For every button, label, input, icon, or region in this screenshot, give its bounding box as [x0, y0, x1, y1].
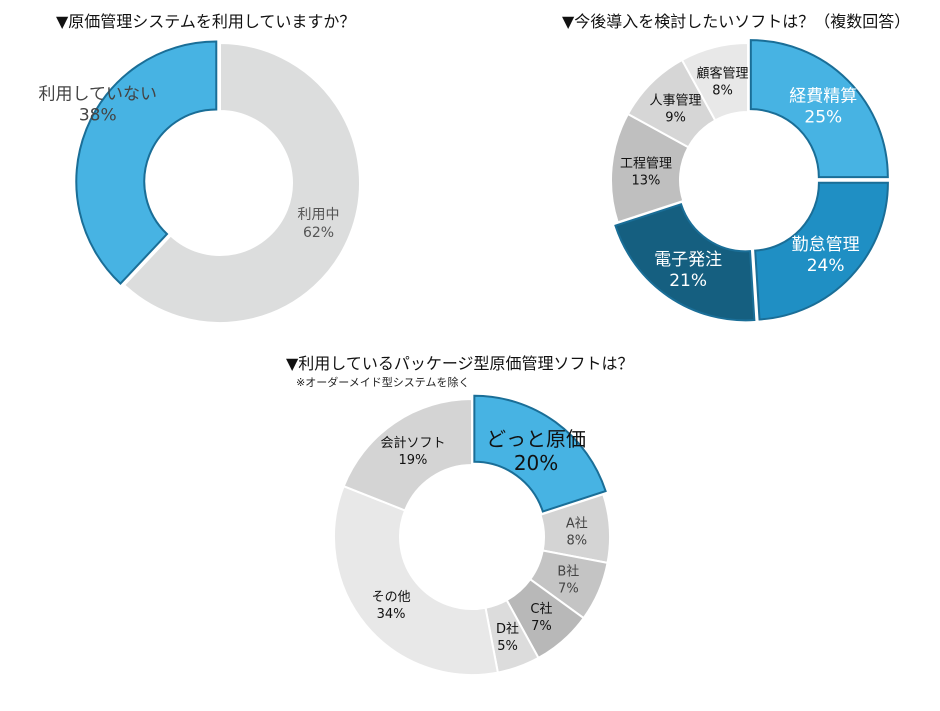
chart2-slice-0 [749, 39, 889, 179]
chart3-slice-2-value: 7% [558, 582, 579, 597]
chart1-slice-0-label: 利用中 [298, 207, 340, 223]
chart2-slice-1 [754, 181, 889, 321]
chart2-slice-1-label: 勤怠管理 [792, 235, 860, 255]
chart3-slice-3-value: 7% [531, 619, 552, 634]
chart2-slice-5-label: 顧客管理 [697, 66, 749, 82]
chart3-slice-0-value: 20% [514, 451, 558, 475]
chart2-slice-2-label: 電子発注 [654, 250, 722, 270]
chart2-slice-2-value: 21% [669, 271, 707, 291]
chart3-slice-6-label: 会計ソフト [380, 435, 445, 451]
chart3-slice-1-label: A社 [566, 515, 588, 531]
chart3-slice-3-label: C社 [530, 601, 552, 617]
chart1-slice-0 [122, 41, 361, 324]
chart1-slice-1-label: 利用していない [38, 85, 157, 105]
chart3-slice-1-value: 8% [566, 533, 587, 548]
chart2-slice-3-value: 13% [632, 173, 661, 188]
chart2-slice-0-label: 経費精算 [789, 87, 857, 107]
chart1-slice-0-value: 62% [303, 225, 334, 241]
chart1-slice-1-value: 38% [79, 106, 117, 126]
chart3-slice-6-value: 19% [399, 453, 428, 468]
chart2-slice-5-value: 8% [712, 84, 733, 99]
chart3-slice-0-label: どっと原価 [486, 427, 586, 451]
chart3-title: ▼利用しているパッケージ型原価管理ソフトは？ [286, 354, 634, 373]
chart3-slice-2-label: B社 [557, 564, 579, 580]
chart2-slice-1-value: 24% [807, 256, 845, 276]
chart2-title: ▼今後導入を検討したいソフトは？（複数回答） [562, 12, 911, 31]
chart3-slice-0 [473, 394, 607, 513]
chart2-slice-3-label: 工程管理 [620, 156, 672, 171]
chart2-slice-4-value: 9% [665, 111, 686, 126]
chart2-slice-4-label: 人事管理 [650, 94, 702, 109]
chart1-title: ▼原価管理システムを利用していますか？ [56, 12, 356, 31]
chart3-slice-6 [342, 397, 473, 512]
chart2-slice-5 [680, 41, 749, 122]
chart3-slice-5-value: 34% [377, 607, 406, 622]
chart3-slice-5 [333, 484, 500, 676]
chart3-slice-4-label: D社 [496, 621, 519, 637]
chart2-slice-2 [614, 203, 756, 322]
chart3-slice-5-label: その他 [372, 590, 411, 605]
chart3-subtitle: ※オーダーメイド型システムを除く [296, 376, 470, 389]
chart2-slice-0-value: 25% [804, 108, 842, 128]
chart3-slice-4-value: 5% [497, 639, 518, 654]
chart1-slice-1 [75, 40, 218, 285]
